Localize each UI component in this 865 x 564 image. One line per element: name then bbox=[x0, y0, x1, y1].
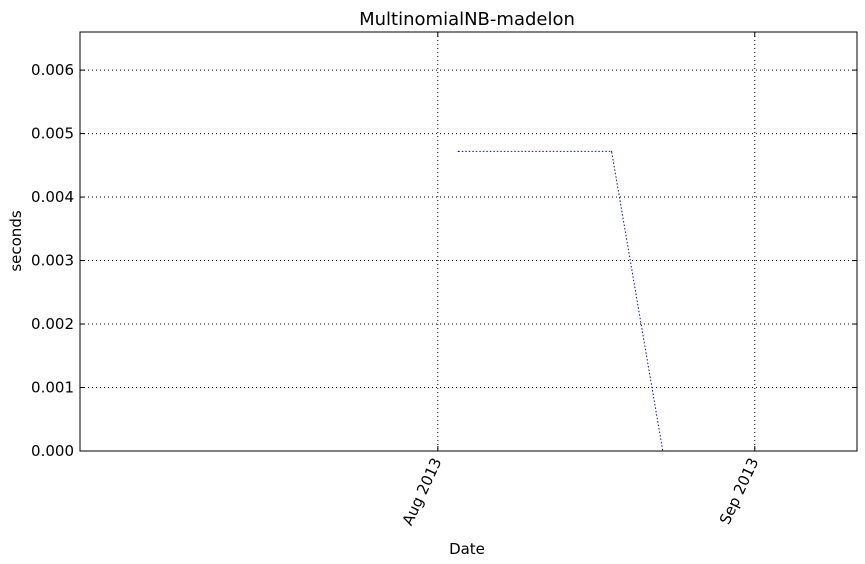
x-tick-label: Sep 2013 bbox=[716, 455, 762, 527]
y-axis-label: seconds bbox=[7, 210, 25, 271]
y-tick-label: 0.002 bbox=[31, 315, 74, 333]
y-tick-label: 0.006 bbox=[31, 61, 74, 79]
y-tick-label: 0.004 bbox=[31, 188, 74, 206]
series-layer bbox=[457, 150, 664, 452]
y-tick-label: 0.003 bbox=[31, 252, 74, 270]
chart-title: MultinomialNB-madelon bbox=[359, 9, 575, 30]
y-tick-label: 0.000 bbox=[31, 442, 74, 460]
grid bbox=[80, 32, 857, 451]
y-tick-label: 0.005 bbox=[31, 125, 74, 143]
data-point bbox=[457, 150, 459, 152]
plot-frame bbox=[79, 31, 858, 452]
x-axis: Aug 2013 Sep 2013 bbox=[399, 32, 762, 528]
y-tick-label: 0.001 bbox=[31, 379, 74, 397]
x-axis-label: Date bbox=[449, 540, 485, 558]
y-axis: 0.000 0.001 0.002 0.003 0.004 0.005 0.006 bbox=[31, 61, 857, 460]
series-line bbox=[458, 150, 664, 452]
data-point bbox=[611, 150, 613, 152]
x-tick-label: Aug 2013 bbox=[399, 455, 446, 528]
